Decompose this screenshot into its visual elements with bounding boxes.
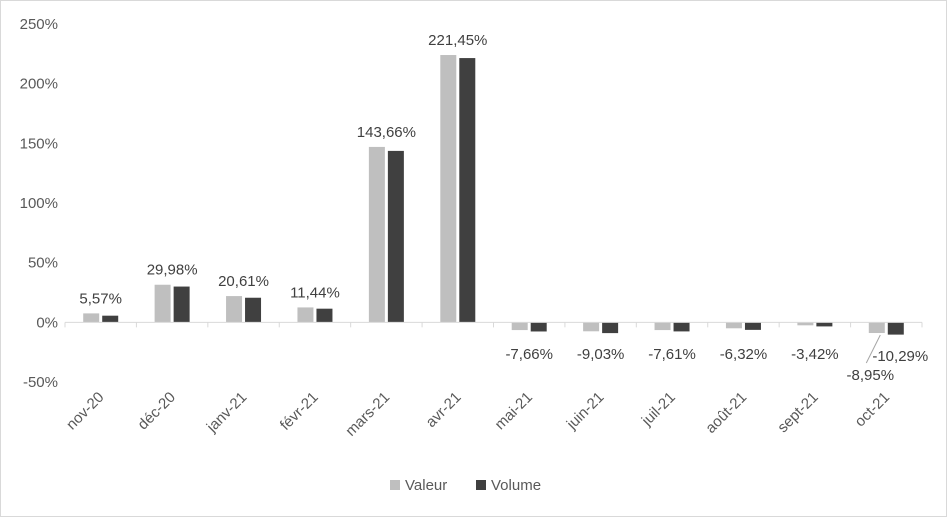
y-tick-label: -50%	[23, 374, 58, 391]
bar-valeur	[154, 284, 171, 323]
legend-label-volume: Volume	[491, 477, 541, 494]
data-label: 11,44%	[290, 284, 340, 301]
bar-volume	[887, 322, 904, 335]
data-label: -7,61%	[648, 346, 696, 363]
bar-volume	[744, 322, 761, 330]
x-tick-label: mars-21	[342, 389, 393, 440]
data-label: -8,95%	[847, 367, 895, 384]
bar-volume	[245, 297, 262, 323]
data-label: 29,98%	[147, 262, 198, 279]
x-tick-label: févr-21	[277, 389, 322, 434]
bar-valeur	[440, 55, 457, 323]
x-tick-label: août-21	[702, 389, 750, 437]
data-label: 20,61%	[218, 273, 269, 290]
bar-valeur	[797, 322, 814, 326]
bar-volume	[459, 58, 476, 323]
y-axis: 250% 200% 150% 100% 50% 0% -50%	[20, 16, 58, 391]
legend-swatch-valeur	[390, 480, 400, 490]
y-tick-label: 0%	[36, 314, 58, 331]
bar-volume	[530, 322, 547, 332]
y-tick-label: 150%	[20, 135, 58, 152]
bar-volume	[102, 315, 119, 323]
y-tick-label: 100%	[20, 195, 58, 212]
data-label: 221,45%	[428, 32, 487, 49]
x-tick-label: sept-21	[774, 389, 821, 436]
bar-volume	[316, 308, 333, 323]
leader-line	[865, 334, 881, 364]
bar-valeur	[725, 322, 742, 329]
bar-valeur	[297, 307, 314, 323]
x-tick-label: oct-21	[852, 389, 894, 431]
x-tick-label: juil-21	[638, 389, 679, 430]
bar-volume	[673, 322, 690, 332]
legend: Valeur Volume	[390, 477, 541, 494]
bar-valeur	[226, 296, 243, 323]
bar-valeur	[368, 146, 385, 323]
data-label: -6,32%	[720, 346, 768, 363]
data-label: -3,42%	[791, 346, 839, 363]
y-tick-label: 50%	[28, 255, 58, 272]
bar-valeur	[583, 322, 600, 332]
bar-valeur	[868, 322, 885, 334]
legend-label-valeur: Valeur	[405, 477, 447, 494]
bar-volume	[173, 286, 190, 323]
x-axis: nov-20 déc-20 janv-21 févr-21 mars-21 avr-21 m…	[63, 389, 893, 440]
data-label: -10,29%	[872, 348, 928, 365]
data-label: 143,66%	[357, 124, 416, 141]
bar-valeur	[654, 322, 671, 331]
bars-group	[64, 55, 923, 335]
data-labels-group: 5,57% 29,98% 20,61% 11,44% 143,66% 221,45% -7,…	[79, 32, 928, 384]
y-tick-label: 200%	[20, 76, 58, 93]
x-tick-label: nov-20	[63, 389, 107, 433]
bar-volume	[387, 150, 404, 323]
bar-valeur	[511, 322, 528, 331]
bar-valeur	[83, 313, 100, 323]
data-label: -9,03%	[577, 346, 625, 363]
data-label: -7,66%	[505, 346, 553, 363]
x-tick-label: déc-20	[134, 389, 178, 433]
x-tick-label: juin-21	[563, 389, 608, 434]
y-tick-label: 250%	[20, 16, 58, 33]
x-tick-label: mai-21	[492, 389, 536, 433]
x-tick-label: janv-21	[203, 389, 251, 437]
legend-swatch-volume	[476, 480, 486, 490]
data-label: 5,57%	[79, 290, 122, 307]
bar-volume	[816, 322, 833, 327]
x-tick-label: avr-21	[423, 389, 465, 431]
bar-volume	[602, 322, 619, 334]
